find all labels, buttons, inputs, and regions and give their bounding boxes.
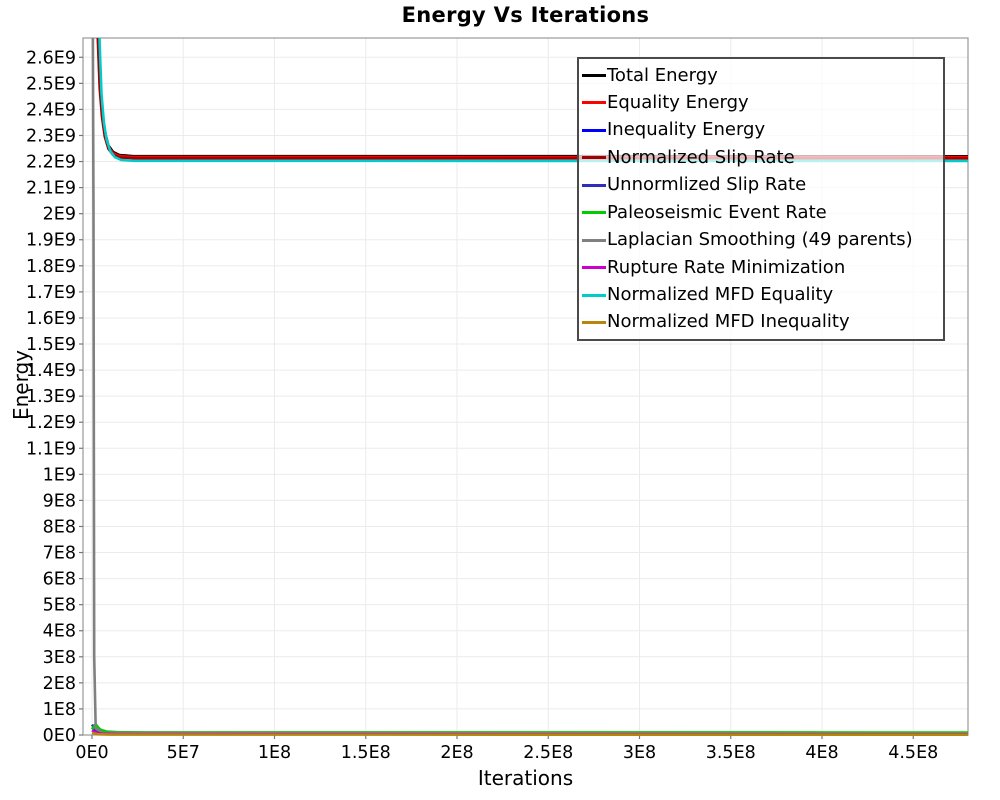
legend-label: Laplacian Smoothing (49 parents)	[607, 229, 913, 251]
legend-label: Equality Energy	[607, 91, 749, 113]
x-tick-label: 1.5E8	[341, 743, 391, 763]
y-tick-label: 2.5E9	[26, 74, 76, 94]
legend-swatch	[582, 293, 606, 297]
x-tick-label: 5E7	[167, 743, 200, 763]
legend-label: Unnormlized Slip Rate	[607, 174, 807, 196]
legend-item: Paleoseismic Event Rate	[582, 199, 941, 226]
series-line-paleoseismic-event-rate	[90, 722, 968, 734]
legend-swatch	[582, 156, 606, 160]
y-tick-label: 1.2E9	[26, 413, 76, 433]
x-tick-label: 4.5E8	[888, 743, 938, 763]
y-tick-label: 1.5E9	[26, 335, 76, 355]
series-line-normalized-mfd-inequality	[91, 731, 968, 736]
legend-item: Laplacian Smoothing (49 parents)	[582, 227, 941, 254]
y-tick-label: 2.6E9	[26, 48, 76, 68]
y-tick-label: 1E8	[43, 700, 76, 720]
series-line-normalized-mfd-equality	[98, 38, 968, 163]
legend-swatch	[582, 183, 606, 187]
y-tick-label: 5E8	[43, 596, 76, 616]
y-tick-label: 8E8	[43, 517, 76, 537]
legend-item: Inequality Energy	[582, 117, 941, 144]
legend-label: Inequality Energy	[607, 119, 766, 141]
y-tick-label: 7E8	[43, 544, 76, 564]
legend-swatch	[582, 128, 606, 132]
y-tick-label: 1.3E9	[26, 387, 76, 407]
y-tick-label: 4E8	[43, 622, 76, 642]
x-axis-title: Iterations	[477, 766, 574, 790]
legend-item: Normalized Slip Rate	[582, 144, 941, 171]
y-tick-label: 2E9	[43, 205, 76, 225]
y-tick-label: 2.2E9	[26, 153, 76, 173]
legend-swatch	[582, 101, 606, 105]
legend-item: Rupture Rate Minimization	[582, 254, 941, 281]
x-tick-label: 0E0	[75, 743, 108, 763]
y-tick-label: 1.9E9	[26, 231, 76, 251]
x-tick-label: 2.5E8	[523, 743, 573, 763]
legend-item: Total Energy	[582, 62, 941, 89]
y-tick-label: 1.7E9	[26, 283, 76, 303]
y-tick-label: 3E8	[43, 648, 76, 668]
y-tick-label: 2.1E9	[26, 179, 76, 199]
legend-label: Normalized Slip Rate	[607, 146, 795, 168]
x-tick-label: 1E8	[258, 743, 291, 763]
legend-label: Paleoseismic Event Rate	[607, 201, 827, 223]
legend-label: Normalized MFD Inequality	[607, 311, 850, 333]
legend-item: Equality Energy	[582, 89, 941, 116]
y-tick-label: 2.4E9	[26, 100, 76, 120]
x-tick-label: 3E8	[623, 743, 656, 763]
x-tick-label: 4E8	[805, 743, 838, 763]
x-tick-label: 2E8	[440, 743, 473, 763]
legend-swatch	[582, 211, 606, 215]
legend-swatch	[582, 74, 606, 77]
legend-item: Normalized MFD Inequality	[582, 309, 941, 336]
y-tick-label: 2.3E9	[26, 126, 76, 146]
y-tick-label: 1.6E9	[26, 309, 76, 329]
y-tick-label: 1.1E9	[26, 439, 76, 459]
legend-label: Normalized MFD Equality	[607, 284, 834, 305]
y-tick-label: 6E8	[43, 570, 76, 590]
legend-item: Normalized MFD Equality	[582, 282, 941, 309]
y-tick-label: 1.4E9	[26, 361, 76, 381]
legend-swatch	[582, 266, 606, 270]
legend-swatch	[582, 238, 606, 242]
legend: Total Energy Equality Energy Inequality En…	[577, 57, 945, 341]
legend-label: Rupture Rate Minimization	[607, 256, 846, 278]
chart-title: Energy Vs Iterations	[401, 3, 650, 27]
legend-swatch	[582, 320, 606, 324]
series-line-normalized-slip-rate	[96, 38, 968, 160]
x-tick-label: 3.5E8	[706, 743, 756, 763]
y-tick-label: 0E0	[43, 726, 76, 746]
y-tick-label: 2E8	[43, 674, 76, 694]
legend-label: Total Energy	[607, 64, 718, 86]
legend-item: Unnormlized Slip Rate	[582, 172, 941, 199]
y-tick-label: 1.8E9	[26, 257, 76, 277]
y-tick-label: 1E9	[43, 465, 76, 485]
y-tick-label: 9E8	[43, 491, 76, 511]
